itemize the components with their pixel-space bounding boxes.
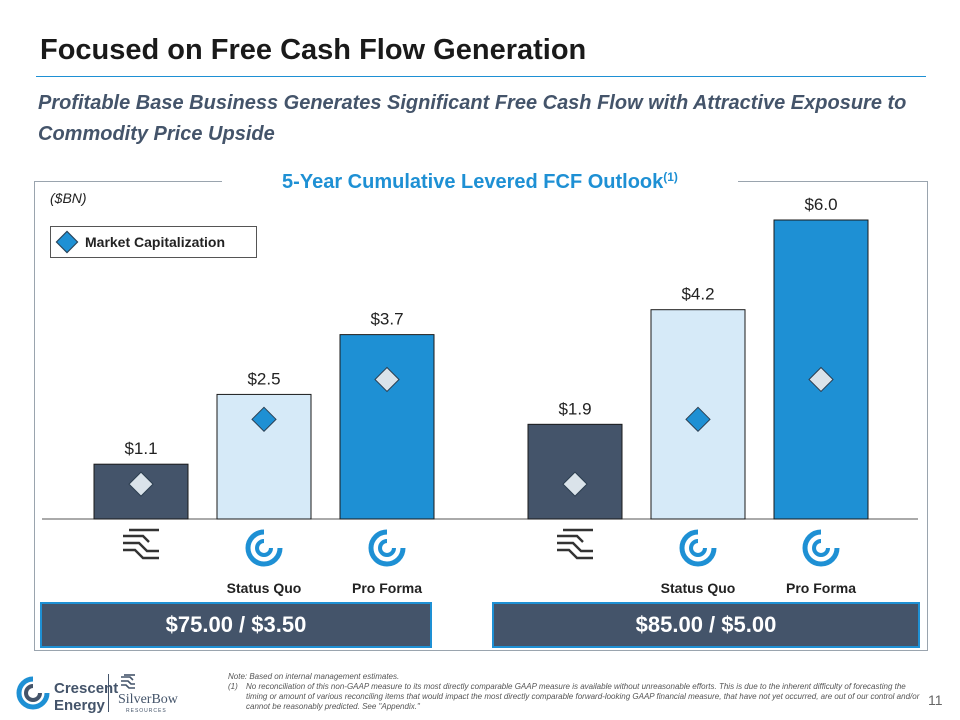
silverbow-brand-text: SilverBow — [118, 692, 178, 707]
case-label: Pro Forma — [351, 580, 422, 596]
silverbow-logo-icon — [121, 674, 135, 689]
bar-value-label: $2.5 — [247, 369, 280, 388]
crescent-logo-icon — [368, 529, 406, 567]
crescent-logo-icon — [16, 676, 50, 710]
brand-divider — [108, 674, 109, 712]
legend-label: Market Capitalization — [85, 234, 226, 250]
case-label: Pro Forma — [785, 580, 856, 596]
price-deck-box: $75.00 / $3.50 — [40, 602, 432, 648]
bar-value-label: $6.0 — [804, 195, 837, 214]
page-title: Focused on Free Cash Flow Generation — [40, 34, 587, 66]
market-cap-marker — [685, 406, 711, 433]
footnote-note: Note: Based on internal management estim… — [228, 672, 400, 681]
price-deck-box: $85.00 / $5.00 — [492, 602, 920, 648]
page-number: 11 — [928, 692, 943, 708]
silverbow-logo-icon — [123, 528, 159, 560]
bar-value-label: $1.9 — [558, 399, 591, 418]
market-cap-marker — [808, 366, 834, 393]
bar-value-label: $1.1 — [124, 439, 157, 458]
silverbow-brand-subtext: RESOURCES — [126, 708, 167, 714]
crescent-logo-icon — [679, 529, 717, 567]
case-label: Status Quo — [660, 580, 736, 596]
market-cap-marker — [128, 471, 154, 497]
crescent-logo-icon — [802, 529, 840, 567]
chart-legend: Market Capitalization — [50, 226, 257, 258]
chart-title: 5-Year Cumulative Levered FCF Outlook(1) — [222, 170, 738, 194]
bar-value-label: $3.7 — [370, 310, 403, 329]
chart-unit-label: ($BN) — [50, 190, 87, 206]
crescent-brand-text: Crescent Energy — [54, 680, 119, 714]
page-subtitle: Profitable Base Business Generates Signi… — [38, 92, 907, 145]
market-cap-marker — [562, 471, 588, 497]
bar-1-3 — [339, 334, 435, 520]
bar-value-label: $4.2 — [681, 285, 714, 304]
market-cap-marker — [251, 406, 277, 433]
silverbow-logo-icon — [557, 528, 593, 560]
market-cap-marker — [374, 366, 400, 393]
case-label: Status Quo — [226, 580, 302, 596]
footnote-text: No reconciliation of this non-GAAP measu… — [246, 682, 920, 711]
footnote-number: (1) — [228, 682, 238, 691]
title-divider — [36, 76, 926, 77]
crescent-logo-icon — [245, 529, 283, 567]
footnote: Note: Based on internal management estim… — [228, 672, 928, 712]
